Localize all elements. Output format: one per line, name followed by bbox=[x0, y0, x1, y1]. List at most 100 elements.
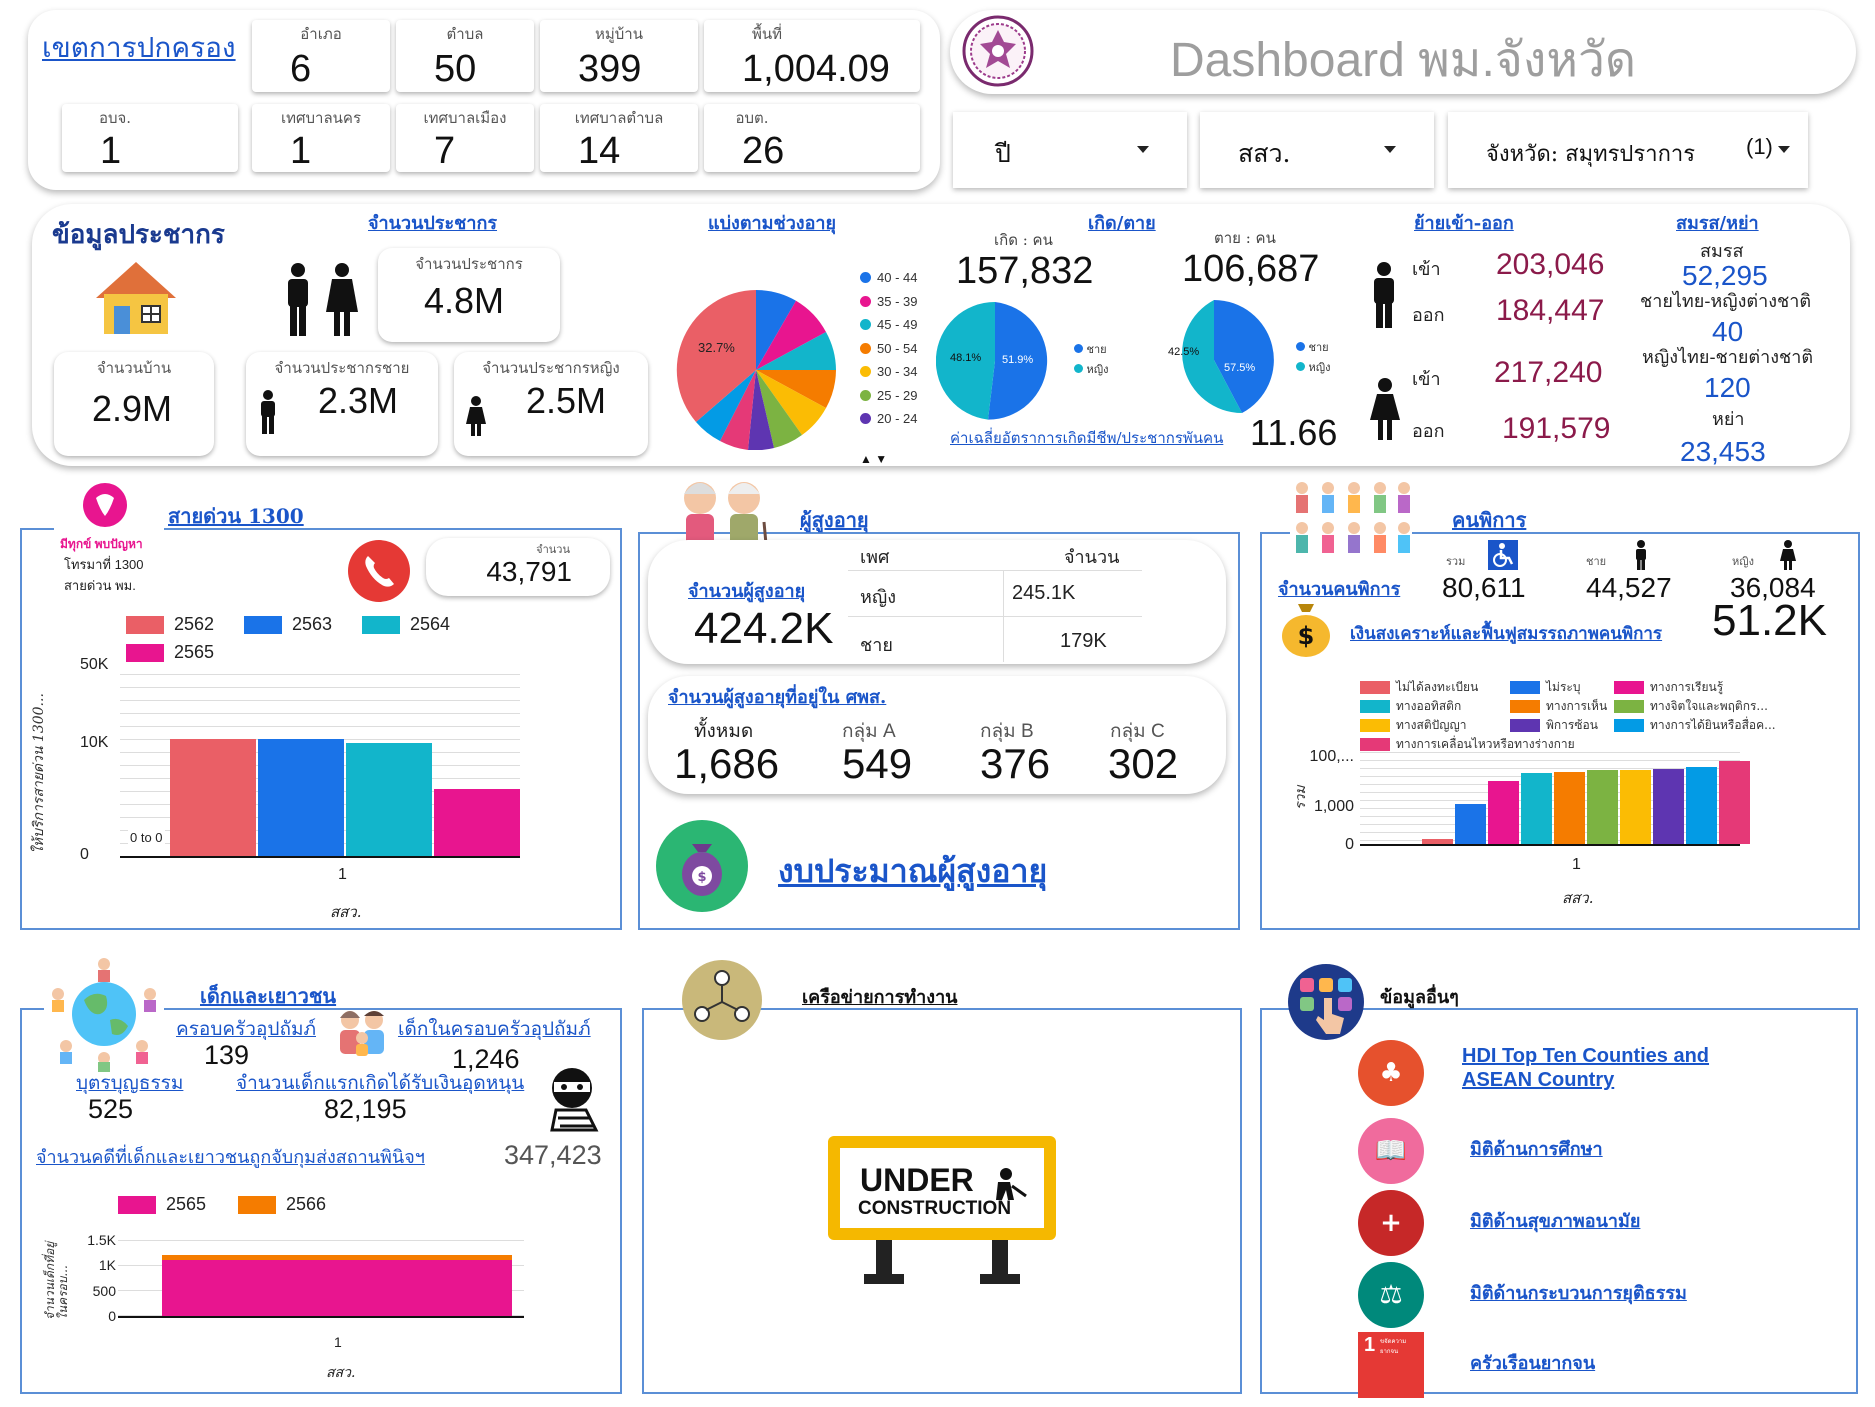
birth-death-link[interactable]: เกิด/ตาย bbox=[1088, 213, 1156, 234]
legend-swatch bbox=[1360, 719, 1390, 732]
stat-label: อำเภอ bbox=[300, 25, 342, 43]
chart-bar bbox=[346, 743, 432, 856]
justice-icon: ⚖ bbox=[1358, 1262, 1424, 1328]
elderly-center-link[interactable]: จำนวนผู้สูงอายุที่อยู่ใน ศพส. bbox=[668, 687, 887, 708]
x-tick-label: 1 bbox=[1572, 856, 1581, 873]
elderly-count-link[interactable]: จำนวนผู้สูงอายุ bbox=[688, 581, 806, 602]
marriage-link[interactable]: สมรส/หย่า bbox=[1676, 213, 1759, 234]
age-legend-item: 45 - 49 bbox=[860, 317, 917, 332]
disabled-male-label: ชาย bbox=[1586, 555, 1607, 568]
hotline-title-link[interactable]: สายด่วน 1300 bbox=[168, 504, 304, 528]
population-link[interactable]: จำนวนประชากร bbox=[368, 213, 498, 234]
other-info-link[interactable]: มิติด้านการศึกษา bbox=[1470, 1139, 1603, 1160]
stat-value: 26 bbox=[742, 130, 785, 172]
y-tick-label: 1.5K bbox=[87, 1232, 116, 1248]
stat-city-muni: เทศบาลนคร 1 bbox=[252, 104, 390, 172]
stat-label: อบต. bbox=[735, 109, 769, 127]
stat-value: 50 bbox=[434, 48, 477, 90]
legend-dot bbox=[1074, 364, 1083, 373]
chevron-down-icon bbox=[1137, 146, 1149, 153]
network-title[interactable]: เครือข่ายการทำงาน bbox=[802, 987, 958, 1008]
disabled-female-value: 36,084 bbox=[1730, 572, 1816, 603]
office-dropdown[interactable]: สสว. bbox=[1200, 112, 1434, 188]
icon-glyph: ⚖ bbox=[1379, 1280, 1403, 1310]
newborn-grant-link[interactable]: จำนวนเด็กแรกเกิดได้รับเงินอุดหนุน bbox=[236, 1072, 525, 1094]
population-section-title: ข้อมูลประชากร bbox=[52, 220, 225, 250]
migration-female-icon bbox=[1370, 378, 1400, 445]
disabled-bar-chart[interactable]: 100,... 1,000 0 1 bbox=[1310, 744, 1790, 873]
icon-glyph: + bbox=[1380, 1208, 1402, 1238]
x-tick-label: 1 bbox=[338, 866, 347, 883]
youth-legend-item: 2565 bbox=[118, 1194, 206, 1215]
juvenile-case-value: 347,423 bbox=[504, 1140, 602, 1170]
legend-dot bbox=[1074, 344, 1083, 353]
age-pie-top-label: 32.7% bbox=[698, 340, 735, 355]
birth-gender-pie[interactable]: 51.9% 48.1% bbox=[935, 301, 1054, 420]
x-tick-label: 1 bbox=[334, 1334, 342, 1350]
y-tick-label: 1,000 bbox=[1313, 798, 1354, 815]
fertility-link[interactable]: ค่าเฉลี่ยอัตราการเกิดมีชีพ/ประชากรพันคน bbox=[950, 429, 1224, 447]
hdi-icon: ♣ bbox=[1358, 1040, 1424, 1106]
hotline-bar-chart[interactable]: 50K 10K 0 0 to 0 1 bbox=[80, 656, 580, 883]
chart-bar bbox=[1686, 766, 1717, 844]
thief-icon bbox=[538, 1064, 610, 1138]
disabled-title-link[interactable]: คนพิการ bbox=[1452, 508, 1527, 532]
pie-page-arrows[interactable]: ▲ ▼ bbox=[860, 452, 888, 466]
admin-title-link[interactable]: เขตการปกครอง bbox=[42, 31, 236, 64]
y-tick-label: 0 bbox=[80, 846, 89, 863]
female-label: จำนวนประชากรหญิง bbox=[482, 359, 620, 377]
hotline-logo: มีทุกข์ พบปัญหา โทรมาที่ 1300 สายด่วน พม… bbox=[54, 480, 164, 593]
pop-label: จำนวนประชากร bbox=[415, 255, 523, 273]
disabled-x-axis-label: สสว. bbox=[1562, 889, 1594, 907]
legend-dot bbox=[860, 295, 871, 307]
legend-label: ไม่ได้ลงทะเบียน bbox=[1396, 680, 1479, 694]
stat-sao: อบต. 26 bbox=[704, 104, 920, 172]
disabled-legend-item: ไม่ได้ลงทะเบียน bbox=[1360, 678, 1478, 697]
phone-icon[interactable] bbox=[346, 538, 412, 604]
legend-dot bbox=[860, 342, 871, 354]
money-bag-icon[interactable]: $ bbox=[654, 818, 750, 914]
center-value-b: 376 bbox=[980, 740, 1051, 787]
chevron-down-icon bbox=[1384, 146, 1396, 153]
grid-line bbox=[1360, 760, 1740, 761]
foster-family-link[interactable]: ครอบครัวอุปถัมภ์ bbox=[176, 1018, 316, 1040]
other-info-link[interactable]: ครัวเรือนยากจน bbox=[1470, 1353, 1596, 1374]
elderly-budget-link[interactable]: งบประมาณผู้สูงอายุ bbox=[778, 852, 1048, 890]
female-in-value: 217,240 bbox=[1494, 356, 1603, 389]
age-pie-chart[interactable]: 32.7% bbox=[676, 290, 836, 451]
province-dropdown[interactable]: จังหวัด: สมุทรปราการ (1) bbox=[1448, 112, 1808, 188]
other-info-link[interactable]: มิติด้านสุขภาพอนามัย bbox=[1470, 1211, 1641, 1232]
other-info-link[interactable]: HDI Top Ten Counties and ASEAN Country bbox=[1462, 1045, 1710, 1091]
divorce-label: หย่า bbox=[1712, 409, 1745, 430]
legend-label: ทางการเคลื่อนไหวหรือทางร่างกาย bbox=[1396, 737, 1575, 751]
year-dropdown[interactable]: ปี bbox=[953, 112, 1187, 188]
disabled-welfare-link[interactable]: เงินสงเคราะห์และฟื้นฟูสมรรถภาพคนพิการ bbox=[1350, 624, 1663, 644]
female-out-value: 191,579 bbox=[1502, 412, 1611, 445]
death-gender-pie[interactable]: 57.5% 42.5% bbox=[1154, 300, 1274, 420]
chart-bar-segment bbox=[162, 1254, 512, 1261]
age-group-link[interactable]: แบ่งตามช่วงอายุ bbox=[708, 213, 837, 234]
legend-dot bbox=[860, 413, 871, 424]
center-value-c: 302 bbox=[1108, 740, 1179, 787]
legend-label: 40 - 44 bbox=[877, 270, 918, 285]
youth-title-link[interactable]: เด็กและเยาวชน bbox=[200, 984, 337, 1008]
migration-link[interactable]: ย้ายเข้า-ออก bbox=[1414, 213, 1514, 234]
elderly-title-link[interactable]: ผู้สูงอายุ bbox=[800, 508, 869, 532]
foster-child-link[interactable]: เด็กในครอบครัวอุปถัมภ์ bbox=[398, 1018, 591, 1040]
adoption-link[interactable]: บุตรบุญธรรม bbox=[76, 1072, 184, 1094]
female-value: 2.5M bbox=[526, 380, 607, 421]
legend-label: ทางสติปัญญา bbox=[1396, 718, 1467, 732]
table-row: ชาย bbox=[860, 635, 893, 656]
juvenile-case-link[interactable]: จำนวนคดีที่เด็กและเยาวชนถูกจับกุมส่งสถาน… bbox=[36, 1147, 425, 1168]
disabled-count-link[interactable]: จำนวนคนพิการ bbox=[1278, 579, 1401, 600]
hotline-logo-line2: โทรมาที่ 1300 bbox=[64, 557, 144, 572]
birth-female-pct: 48.1% bbox=[950, 352, 982, 364]
male-out-value: 184,447 bbox=[1496, 294, 1605, 327]
hotline-legend-item: 2563 bbox=[244, 614, 332, 635]
birth-pie-legend: ชาย หญิง bbox=[1074, 340, 1109, 380]
legend-female: หญิง bbox=[1308, 361, 1331, 374]
youth-stacked-bar-chart[interactable]: 1.5K 1K 500 0 1 bbox=[84, 1232, 564, 1350]
hotline-y-axis-label: ให้บริการสายด่วน 1300... bbox=[31, 693, 47, 854]
other-info-link[interactable]: มิติด้านกระบวนการยุติธรรม bbox=[1470, 1283, 1687, 1304]
youth-y-axis-label: จำนวนเด็กที่อยู่ในครอบ... bbox=[43, 1241, 70, 1320]
